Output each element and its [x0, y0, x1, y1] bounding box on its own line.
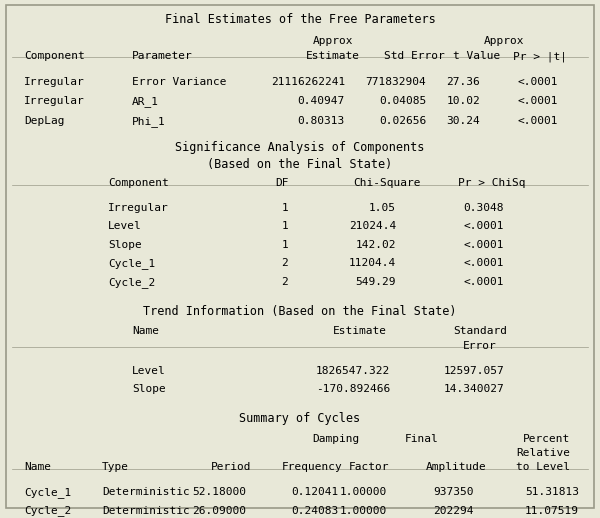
Text: Amplitude: Amplitude: [425, 463, 487, 472]
Text: 21024.4: 21024.4: [349, 222, 396, 232]
Text: Name: Name: [24, 463, 51, 472]
Text: t Value: t Value: [454, 51, 500, 61]
Text: Estimate: Estimate: [333, 325, 387, 336]
Text: 30.24: 30.24: [446, 116, 480, 126]
Text: Parameter: Parameter: [132, 51, 193, 61]
Text: 52.18000: 52.18000: [192, 487, 246, 497]
Text: Pr > ChiSq: Pr > ChiSq: [458, 178, 526, 189]
Text: Cycle_1: Cycle_1: [24, 487, 71, 498]
Text: Approx: Approx: [484, 36, 524, 46]
Text: 1: 1: [281, 203, 289, 213]
Text: Irregular: Irregular: [108, 203, 169, 213]
Text: Deterministic: Deterministic: [102, 506, 190, 515]
Text: Irregular: Irregular: [24, 77, 85, 87]
Text: Error: Error: [463, 341, 497, 351]
Text: <.0001: <.0001: [464, 277, 504, 287]
Text: 1: 1: [281, 222, 289, 232]
Text: Final Estimates of the Free Parameters: Final Estimates of the Free Parameters: [164, 13, 436, 26]
Text: Type: Type: [102, 463, 129, 472]
Text: Final: Final: [404, 434, 438, 444]
Text: 0.80313: 0.80313: [298, 116, 345, 126]
Text: <.0001: <.0001: [517, 77, 558, 87]
Text: <.0001: <.0001: [517, 96, 558, 106]
FancyBboxPatch shape: [6, 5, 594, 508]
Text: Estimate: Estimate: [306, 51, 360, 61]
Text: Level: Level: [108, 222, 142, 232]
Text: 10.02: 10.02: [446, 96, 480, 106]
Text: 26.09000: 26.09000: [192, 506, 246, 515]
Text: 12597.057: 12597.057: [443, 366, 504, 376]
Text: Cycle_1: Cycle_1: [108, 258, 155, 269]
Text: 0.3048: 0.3048: [464, 203, 504, 213]
Text: Summary of Cycles: Summary of Cycles: [239, 412, 361, 425]
Text: Damping: Damping: [313, 434, 359, 444]
Text: Cycle_2: Cycle_2: [24, 506, 71, 516]
Text: Name: Name: [132, 325, 159, 336]
Text: Cycle_2: Cycle_2: [108, 277, 155, 288]
Text: Deterministic: Deterministic: [102, 487, 190, 497]
Text: 0.02656: 0.02656: [379, 116, 426, 126]
Text: <.0001: <.0001: [517, 116, 558, 126]
Text: <.0001: <.0001: [464, 258, 504, 268]
Text: Level: Level: [132, 366, 166, 376]
Text: 11.07519: 11.07519: [525, 506, 579, 515]
Text: Frequency: Frequency: [281, 463, 343, 472]
Text: AR_1: AR_1: [132, 96, 159, 107]
Text: 1826547.322: 1826547.322: [316, 366, 390, 376]
Text: 1.05: 1.05: [369, 203, 396, 213]
Text: Error Variance: Error Variance: [132, 77, 227, 87]
Text: <.0001: <.0001: [464, 222, 504, 232]
Text: 937350: 937350: [433, 487, 474, 497]
Text: 51.31813: 51.31813: [525, 487, 579, 497]
Text: Slope: Slope: [132, 384, 166, 394]
Text: 549.29: 549.29: [355, 277, 396, 287]
Text: Trend Information (Based on the Final State): Trend Information (Based on the Final St…: [143, 305, 457, 318]
Text: 0.40947: 0.40947: [298, 96, 345, 106]
Text: 202294: 202294: [433, 506, 474, 515]
Text: Std Error: Std Error: [383, 51, 445, 61]
Text: <.0001: <.0001: [464, 240, 504, 250]
Text: 21116262241: 21116262241: [271, 77, 345, 87]
Text: Phi_1: Phi_1: [132, 116, 166, 127]
Text: Period: Period: [211, 463, 251, 472]
Text: to Level: to Level: [516, 463, 570, 472]
Text: Approx: Approx: [313, 36, 353, 46]
Text: 0.04085: 0.04085: [379, 96, 426, 106]
Text: Factor: Factor: [349, 463, 389, 472]
Text: (Based on the Final State): (Based on the Final State): [208, 158, 392, 171]
Text: Relative: Relative: [516, 448, 570, 458]
Text: 771832904: 771832904: [365, 77, 426, 87]
Text: Component: Component: [108, 178, 169, 189]
Text: 142.02: 142.02: [355, 240, 396, 250]
Text: Irregular: Irregular: [24, 96, 85, 106]
Text: 11204.4: 11204.4: [349, 258, 396, 268]
Text: 0.12041: 0.12041: [292, 487, 339, 497]
Text: Significance Analysis of Components: Significance Analysis of Components: [175, 141, 425, 154]
Text: Pr > |t|: Pr > |t|: [513, 51, 567, 62]
Text: Percent: Percent: [523, 434, 570, 444]
Text: 2: 2: [281, 258, 289, 268]
Text: 1.00000: 1.00000: [340, 487, 387, 497]
Text: Component: Component: [24, 51, 85, 61]
Text: 14.340027: 14.340027: [443, 384, 504, 394]
Text: Slope: Slope: [108, 240, 142, 250]
Text: 27.36: 27.36: [446, 77, 480, 87]
Text: 2: 2: [281, 277, 289, 287]
Text: -170.892466: -170.892466: [316, 384, 390, 394]
Text: DF: DF: [275, 178, 289, 189]
Text: Standard: Standard: [453, 325, 507, 336]
Text: 1: 1: [281, 240, 289, 250]
Text: DepLag: DepLag: [24, 116, 65, 126]
Text: Chi-Square: Chi-Square: [353, 178, 421, 189]
Text: 0.24083: 0.24083: [292, 506, 339, 515]
Text: 1.00000: 1.00000: [340, 506, 387, 515]
